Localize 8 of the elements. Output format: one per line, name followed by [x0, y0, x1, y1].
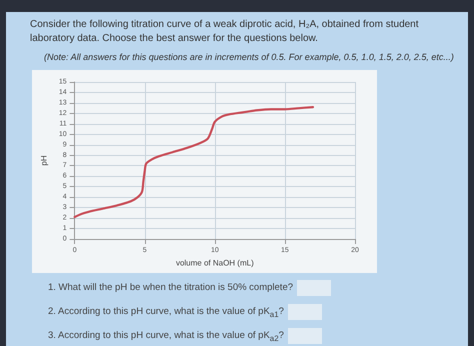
- text: 2. According to this pH curve, what is the value of pK$_{a1}$?: [48, 306, 284, 319]
- line-series: [74, 106, 314, 218]
- chart-subtitle: (Note: All answers for this questions are in increments of 0.5. For example, 0.5, 1.0, 1.5, 2.0, 2.5, etc...): [44, 52, 455, 62]
- text: 1. What will the pH be when the titration is 50% complete?: [48, 282, 294, 293]
- text: 3. According to this pH curve, what is the value of pK$_{a2}$?: [48, 330, 284, 343]
- y-axis-title: pH: [40, 155, 48, 166]
- x-axis-title: volume of NaOH (mL): [176, 258, 254, 268]
- chart-title: Consider the following titration curve of a weak diprotic acid, H₂A, obtained from student laboratory data. Choose the best answer for the questions below.: [30, 18, 420, 46]
